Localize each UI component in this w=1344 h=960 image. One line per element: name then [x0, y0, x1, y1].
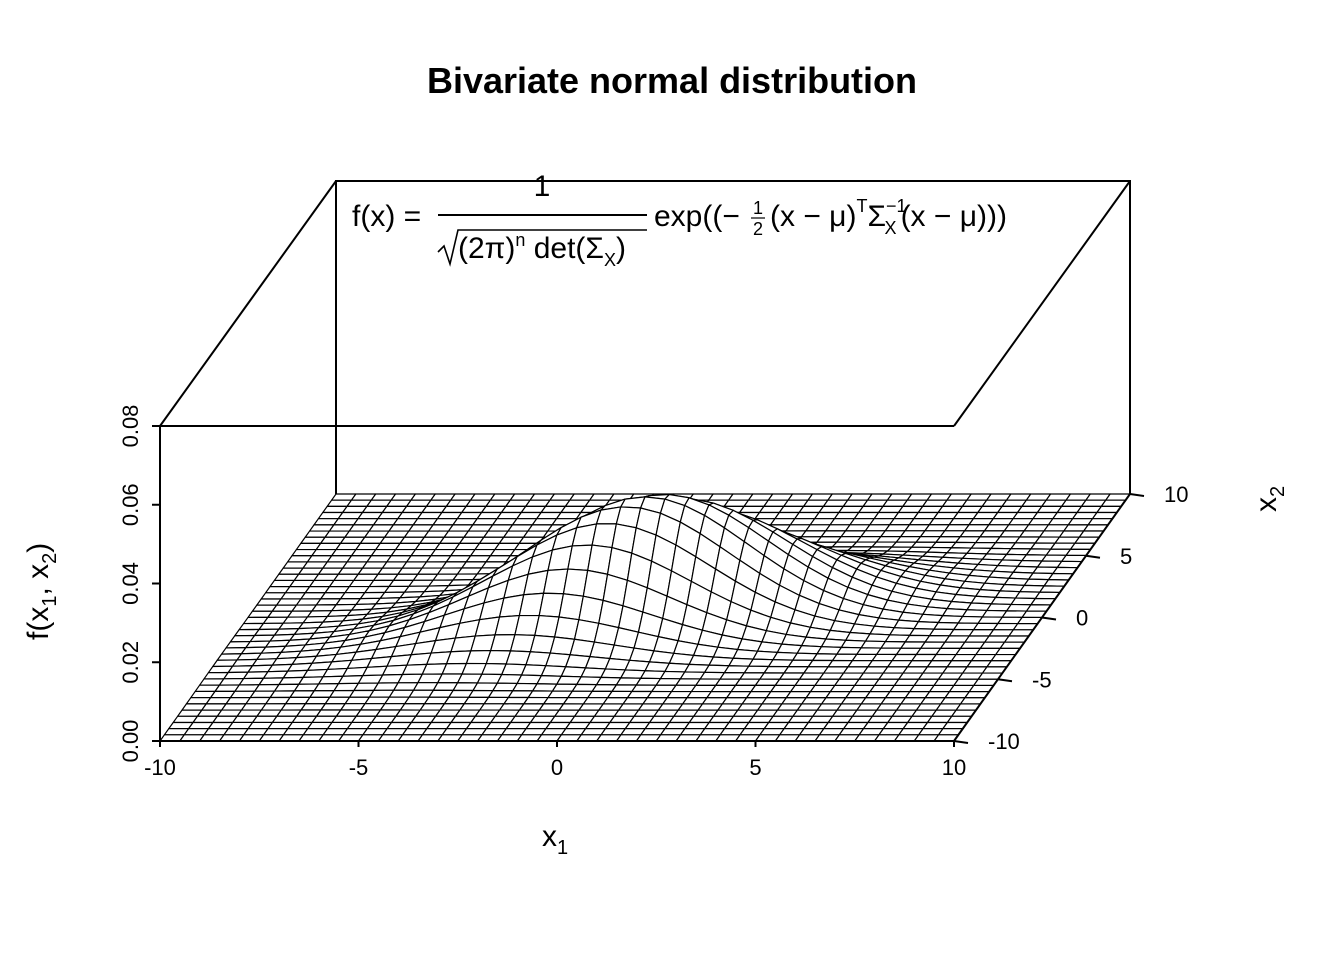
y-tick-label: 0 — [1076, 606, 1088, 631]
y-tick-label: 5 — [1120, 544, 1132, 569]
x-tick-label: 10 — [942, 755, 966, 780]
z-tick-label: 0.04 — [118, 562, 143, 605]
box-right-top-edge — [953, 180, 1131, 427]
y-tick-mark — [1041, 616, 1057, 621]
x-tick-label: 5 — [749, 755, 761, 780]
formula-lhs: f(x) = — [352, 200, 421, 233]
y-tick-mark — [953, 740, 969, 744]
y-tick-label: 10 — [1164, 482, 1188, 507]
formula-exponent-body: (x − μ)TΣ−1 X (x − μ))) — [770, 196, 1007, 238]
formula-exponential: exp((− — [654, 200, 740, 233]
z-tick-label: 0.08 — [118, 405, 143, 448]
surface-mesh — [159, 493, 1131, 742]
z-axis-label: f(x1, x2) — [22, 543, 61, 640]
box-back-edge — [335, 180, 1131, 494]
formula-denominator: (2π)n det(ΣX) — [458, 230, 626, 270]
z-tick-label: 0.06 — [118, 483, 143, 526]
chart-title: Bivariate normal distribution — [427, 60, 917, 101]
formula-half-numerator: 1 — [753, 198, 763, 218]
formula-half-denominator: 2 — [753, 219, 763, 239]
z-tick-label: 0.00 — [118, 720, 143, 763]
x-tick-label: -10 — [144, 755, 176, 780]
x-tick-label: 0 — [551, 755, 563, 780]
y-tick-label: -5 — [1032, 667, 1052, 692]
formula-numerator: 1 — [534, 170, 551, 203]
x-tick-label: -5 — [349, 755, 369, 780]
y-axis-label: x2 — [1250, 486, 1289, 512]
y-tick-mark — [1085, 554, 1101, 559]
box-left-top-edge — [159, 180, 337, 427]
axes: -10 -5 0 5 10 -10 -5 0 5 10 0.00 0.02 0.04 0.06 0.08 — [118, 405, 1188, 780]
formula-annotation: f(x) = 1 (2π)n det(ΣX) exp((− 1 2 (x − μ… — [352, 170, 1007, 270]
x-axis-label: x1 — [542, 820, 568, 859]
y-tick-label: -10 — [988, 729, 1020, 754]
y-tick-mark — [997, 678, 1013, 683]
y-tick-mark — [1129, 493, 1145, 497]
formula-sqrt-sign — [437, 229, 647, 267]
z-tick-label: 0.02 — [118, 641, 143, 684]
